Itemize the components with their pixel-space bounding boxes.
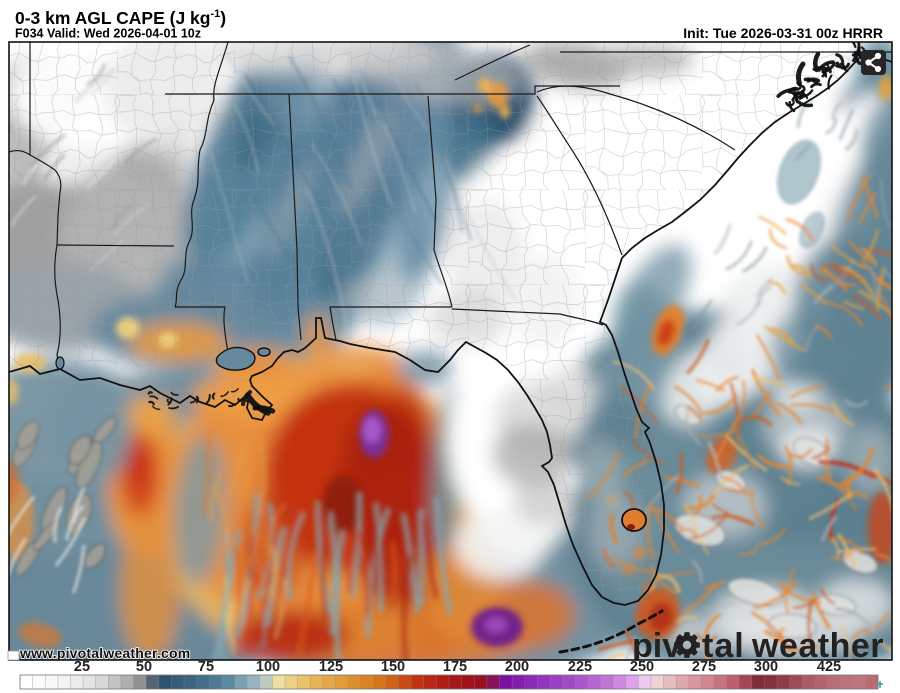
svg-text:200: 200 bbox=[505, 659, 529, 675]
svg-text:weather: weather bbox=[751, 627, 884, 665]
svg-text:425: 425 bbox=[817, 659, 841, 675]
svg-text:250: 250 bbox=[630, 659, 654, 675]
svg-text:www.pivotalweather.com: www.pivotalweather.com bbox=[19, 645, 190, 661]
svg-text:100: 100 bbox=[256, 659, 280, 675]
svg-text:F034 Valid: Wed 2026-04-01 10z: F034 Valid: Wed 2026-04-01 10z bbox=[15, 27, 201, 41]
svg-text:125: 125 bbox=[319, 659, 343, 675]
svg-text:0-3 km AGL CAPE (J kg-1): 0-3 km AGL CAPE (J kg-1) bbox=[15, 8, 226, 28]
svg-text:300: 300 bbox=[754, 659, 778, 675]
svg-text:225: 225 bbox=[568, 659, 592, 675]
svg-text:25: 25 bbox=[74, 659, 90, 675]
svg-text:50: 50 bbox=[136, 659, 152, 675]
svg-text:Init: Tue 2026-03-31 00z HRRR: Init: Tue 2026-03-31 00z HRRR bbox=[683, 25, 883, 41]
svg-text:275: 275 bbox=[692, 659, 716, 675]
svg-text:tal: tal bbox=[702, 627, 745, 665]
svg-text:piv: piv bbox=[632, 627, 681, 665]
svg-text:75: 75 bbox=[198, 659, 214, 675]
svg-text:175: 175 bbox=[443, 659, 467, 675]
svg-text:150: 150 bbox=[381, 659, 405, 675]
